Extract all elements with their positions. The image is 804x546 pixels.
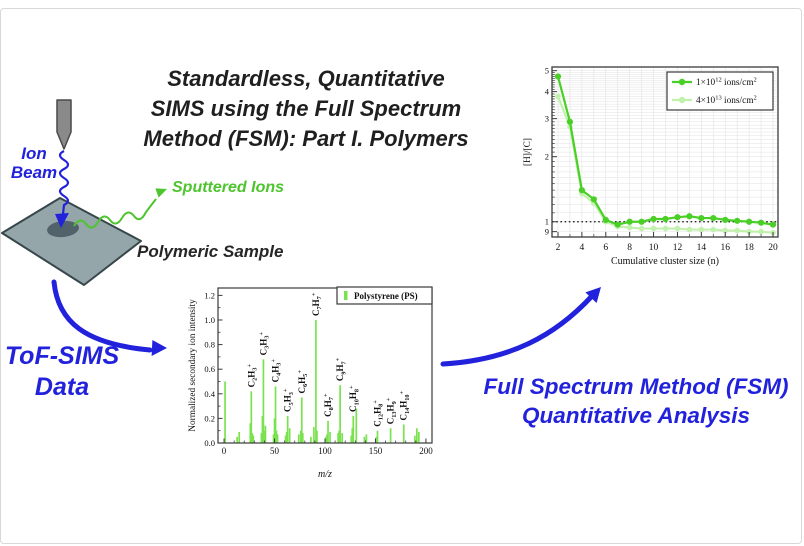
svg-text:0.2: 0.2 xyxy=(204,413,215,423)
svg-text:0.0: 0.0 xyxy=(204,438,215,448)
svg-text:20: 20 xyxy=(768,243,778,253)
spectrum-legend: Polystyrene (PS) xyxy=(336,286,433,305)
title-line-2: SIMS using the Full Spectrum xyxy=(150,95,462,121)
spectrum-plot: 0.0 0.2 0.4 0.6 0.8 1.0 1.2 0 50 100 150 200 C2H3+ C3… xyxy=(188,286,433,480)
svg-text:8: 8 xyxy=(627,243,632,253)
tof-sims-arrowhead-icon xyxy=(151,340,167,356)
peak-label: C8H7+ xyxy=(323,393,336,417)
svg-text:14: 14 xyxy=(697,243,707,253)
peak-label: C9H7+ xyxy=(335,357,348,381)
sputter-crater xyxy=(47,220,79,238)
svg-text:18: 18 xyxy=(744,243,754,253)
svg-text:0.6: 0.6 xyxy=(204,364,215,374)
svg-text:3: 3 xyxy=(545,114,549,124)
svg-text:50: 50 xyxy=(270,446,280,456)
svg-text:4: 4 xyxy=(580,243,585,253)
svg-text:2: 2 xyxy=(545,152,549,162)
peak-label: C13H9+ xyxy=(385,397,398,424)
svg-text:16: 16 xyxy=(720,243,730,253)
peak-label: C5H3+ xyxy=(282,388,295,412)
ion-beam-arrowhead-icon xyxy=(55,213,69,228)
spectrum-ylabel: Normalized secondary ion intensity xyxy=(188,299,198,432)
peak-label: C4H3+ xyxy=(270,359,283,383)
svg-text:0: 0 xyxy=(222,446,227,456)
peak-label: C3H3+ xyxy=(258,332,271,356)
peak-label: C2H3+ xyxy=(246,364,259,388)
ratio-xlabel: Cumulative cluster size (n) xyxy=(611,256,719,267)
spectrum-xlabel: m/z xyxy=(318,469,332,480)
svg-text:1.2: 1.2 xyxy=(204,290,215,300)
title-line-1: Standardless, Quantitative xyxy=(167,66,445,91)
ion-gun-icon xyxy=(56,99,72,150)
svg-text:12: 12 xyxy=(673,243,683,253)
svg-text:4: 4 xyxy=(545,87,550,97)
ratio-legend: 1×1012 ions/cm2 4×1013 ions/cm2 xyxy=(666,71,774,111)
ion-beam-wave xyxy=(58,150,70,215)
svg-text:0.4: 0.4 xyxy=(204,389,215,399)
polymeric-sample-label: Polymeric Sample xyxy=(137,242,284,261)
sputtered-ions-label: Sputtered Ions xyxy=(172,179,285,196)
svg-text:5: 5 xyxy=(545,66,549,76)
tof-sims-data-label: ToF-SIMS Data xyxy=(4,342,120,401)
figure-border xyxy=(0,8,802,544)
ratio-ylabel: [H]/[C] xyxy=(523,138,533,166)
svg-text:0.8: 0.8 xyxy=(204,340,215,350)
sputtered-ions-arrowhead-icon xyxy=(155,188,167,198)
peak-label: C14H10+ xyxy=(398,390,411,420)
svg-text:150: 150 xyxy=(369,446,383,456)
peak-label: C7H7+ xyxy=(311,292,324,316)
svg-text:2: 2 xyxy=(556,243,561,253)
tof-sims-arrow xyxy=(51,279,153,353)
title-line-3: Method (FSM): Part I. Polymers xyxy=(143,125,469,151)
fsm-analysis-label: Full Spectrum Method (FSM) Quantitative … xyxy=(483,374,789,428)
mass-spectrum-chart: 0.0 0.2 0.4 0.6 0.8 1.0 1.2 0 50 100 150 200 C2H3+ C3… xyxy=(188,286,433,480)
peak-label: C12H8+ xyxy=(372,400,385,427)
sample-plate xyxy=(1,197,142,286)
svg-text:1: 1 xyxy=(545,217,549,227)
svg-text:6: 6 xyxy=(603,243,608,253)
svg-text:10: 10 xyxy=(649,243,659,253)
ion-beam-label: Ion Beam xyxy=(10,144,58,182)
fsm-arrowhead-icon xyxy=(585,287,601,303)
svg-text:200: 200 xyxy=(419,446,433,456)
fsm-arrow xyxy=(440,293,595,367)
figure-title: Standardless, Quantitative SIMS using th… xyxy=(108,64,504,154)
svg-text:Polystyrene (PS): Polystyrene (PS) xyxy=(354,291,418,301)
sputtered-ions-wave xyxy=(73,198,157,229)
svg-text:9: 9 xyxy=(545,227,549,237)
svg-text:1×1012 ions/cm2: 1×1012 ions/cm2 xyxy=(696,77,757,88)
ratio-series xyxy=(554,73,777,228)
spectrum-bars xyxy=(224,319,420,443)
svg-text:100: 100 xyxy=(318,446,332,456)
peak-label: C6H5+ xyxy=(296,370,309,394)
peak-label: C10H8+ xyxy=(348,385,361,412)
svg-text:1.0: 1.0 xyxy=(204,315,215,325)
svg-text:4×1013 ions/cm2: 4×1013 ions/cm2 xyxy=(696,95,757,106)
